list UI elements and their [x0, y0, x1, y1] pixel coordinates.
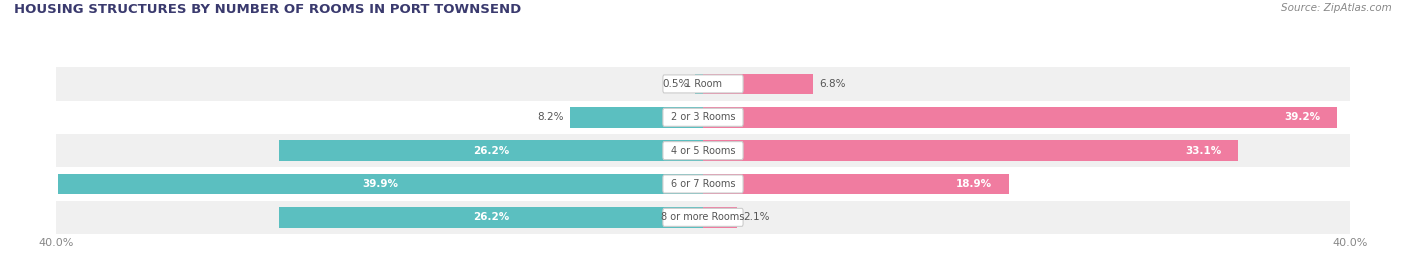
Bar	[280, 140, 703, 161]
Text: 39.9%: 39.9%	[363, 179, 398, 189]
Bar	[58, 174, 703, 194]
Bar	[571, 107, 703, 128]
FancyBboxPatch shape	[662, 108, 744, 126]
Bar	[703, 74, 813, 94]
Bar	[280, 207, 703, 228]
Text: 26.2%: 26.2%	[472, 146, 509, 156]
Bar	[703, 107, 1337, 128]
Bar	[703, 140, 1239, 161]
Text: 18.9%: 18.9%	[956, 179, 993, 189]
Text: Source: ZipAtlas.com: Source: ZipAtlas.com	[1281, 3, 1392, 13]
Bar	[56, 67, 1350, 101]
Text: HOUSING STRUCTURES BY NUMBER OF ROOMS IN PORT TOWNSEND: HOUSING STRUCTURES BY NUMBER OF ROOMS IN…	[14, 3, 522, 16]
Bar	[56, 201, 1350, 234]
Text: 39.2%: 39.2%	[1285, 112, 1320, 122]
Text: 8.2%: 8.2%	[537, 112, 564, 122]
Text: 8 or more Rooms: 8 or more Rooms	[661, 212, 745, 222]
Text: 1 Room: 1 Room	[685, 79, 721, 89]
Bar	[703, 174, 1008, 194]
Text: 2 or 3 Rooms: 2 or 3 Rooms	[671, 112, 735, 122]
Text: 26.2%: 26.2%	[472, 212, 509, 222]
Bar	[703, 207, 737, 228]
Text: 4 or 5 Rooms: 4 or 5 Rooms	[671, 146, 735, 156]
Text: 6 or 7 Rooms: 6 or 7 Rooms	[671, 179, 735, 189]
Bar	[56, 101, 1350, 134]
Text: 6.8%: 6.8%	[820, 79, 846, 89]
FancyBboxPatch shape	[662, 175, 744, 193]
FancyBboxPatch shape	[662, 208, 744, 226]
Bar	[56, 134, 1350, 167]
Bar	[56, 167, 1350, 201]
Text: 33.1%: 33.1%	[1185, 146, 1222, 156]
Bar	[695, 74, 703, 94]
FancyBboxPatch shape	[662, 142, 744, 160]
Text: 0.5%: 0.5%	[662, 79, 689, 89]
FancyBboxPatch shape	[662, 75, 744, 93]
Text: 2.1%: 2.1%	[744, 212, 770, 222]
